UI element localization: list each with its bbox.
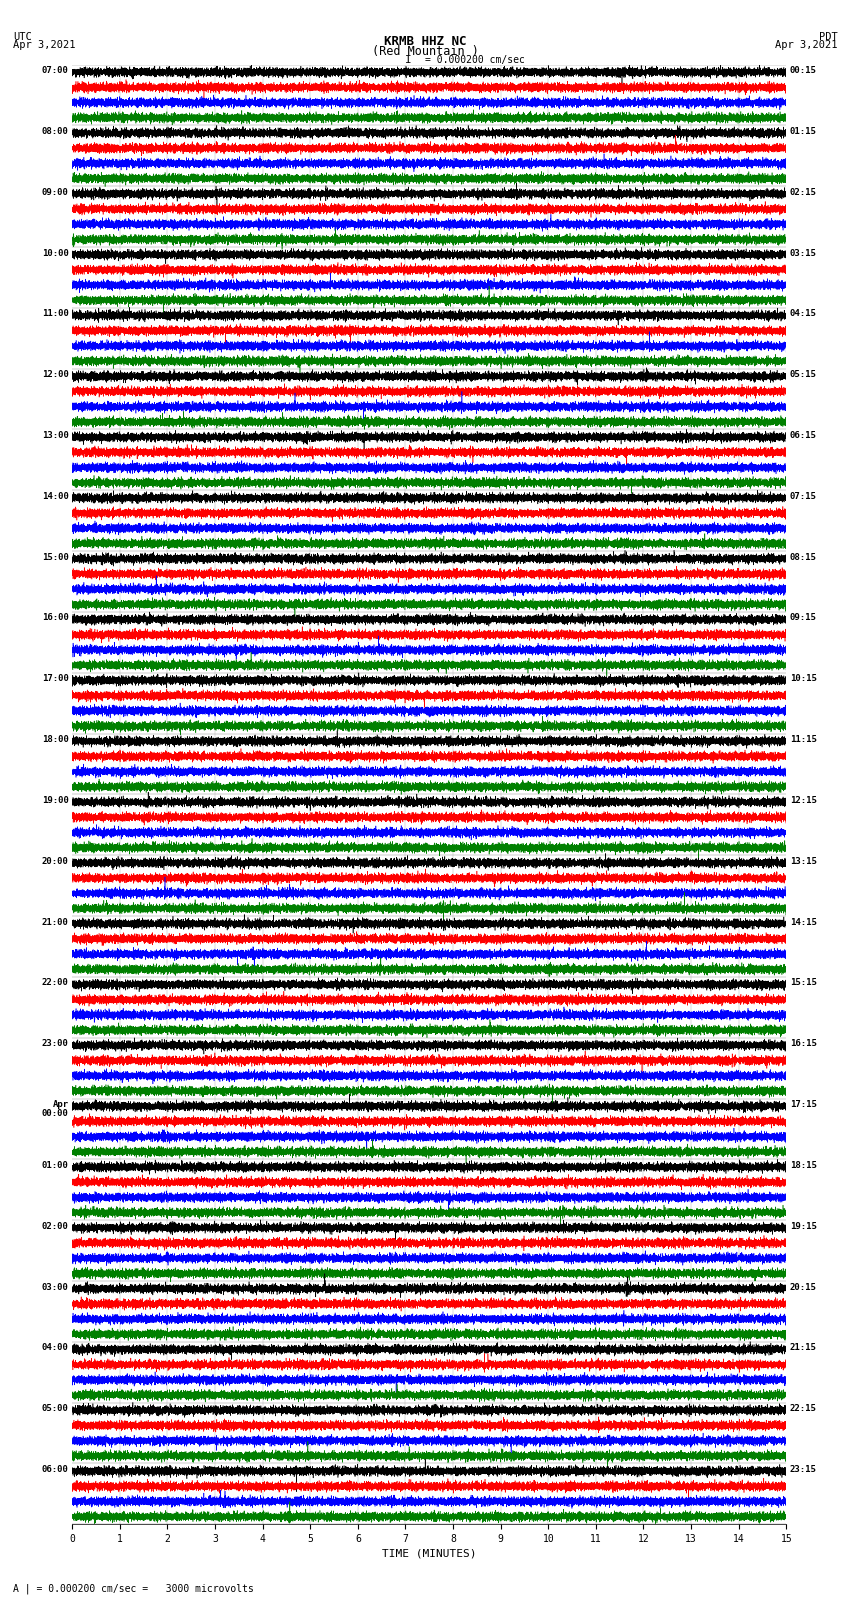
Text: 04:15: 04:15 <box>790 310 817 318</box>
Text: 07:00: 07:00 <box>42 66 69 76</box>
Text: 01:15: 01:15 <box>790 127 817 135</box>
Text: 19:15: 19:15 <box>790 1221 817 1231</box>
Text: 19:00: 19:00 <box>42 795 69 805</box>
Text: 20:00: 20:00 <box>42 857 69 866</box>
Text: 08:00: 08:00 <box>42 127 69 135</box>
Text: 10:15: 10:15 <box>790 674 817 684</box>
Text: 22:15: 22:15 <box>790 1405 817 1413</box>
Text: 23:15: 23:15 <box>790 1465 817 1474</box>
Text: 16:15: 16:15 <box>790 1039 817 1048</box>
Text: A | = 0.000200 cm/sec =   3000 microvolts: A | = 0.000200 cm/sec = 3000 microvolts <box>13 1582 253 1594</box>
Text: 14:15: 14:15 <box>790 918 817 926</box>
Text: I: I <box>405 55 411 65</box>
Text: 18:15: 18:15 <box>790 1161 817 1169</box>
Text: 09:15: 09:15 <box>790 613 817 623</box>
Text: 09:00: 09:00 <box>42 187 69 197</box>
Text: 10:00: 10:00 <box>42 248 69 258</box>
Text: Apr 3,2021: Apr 3,2021 <box>774 40 837 50</box>
Text: 16:00: 16:00 <box>42 613 69 623</box>
Text: 04:00: 04:00 <box>42 1344 69 1352</box>
Text: = 0.000200 cm/sec: = 0.000200 cm/sec <box>425 55 524 65</box>
Text: Apr 3,2021: Apr 3,2021 <box>13 40 76 50</box>
Text: 05:15: 05:15 <box>790 369 817 379</box>
Text: Apr: Apr <box>53 1100 69 1110</box>
Text: KRMB HHZ NC: KRMB HHZ NC <box>383 35 467 48</box>
Text: 00:00: 00:00 <box>42 1108 69 1118</box>
Text: 08:15: 08:15 <box>790 553 817 561</box>
Text: 06:00: 06:00 <box>42 1465 69 1474</box>
Text: 11:00: 11:00 <box>42 310 69 318</box>
Text: 05:00: 05:00 <box>42 1405 69 1413</box>
Text: 06:15: 06:15 <box>790 431 817 440</box>
X-axis label: TIME (MINUTES): TIME (MINUTES) <box>382 1548 477 1558</box>
Text: (Red Mountain ): (Red Mountain ) <box>371 45 479 58</box>
Text: 18:00: 18:00 <box>42 736 69 744</box>
Text: 13:15: 13:15 <box>790 857 817 866</box>
Text: 07:15: 07:15 <box>790 492 817 500</box>
Text: 14:00: 14:00 <box>42 492 69 500</box>
Text: 13:00: 13:00 <box>42 431 69 440</box>
Text: 17:15: 17:15 <box>790 1100 817 1110</box>
Text: 17:00: 17:00 <box>42 674 69 684</box>
Text: 15:00: 15:00 <box>42 553 69 561</box>
Text: 00:15: 00:15 <box>790 66 817 76</box>
Text: 12:00: 12:00 <box>42 369 69 379</box>
Text: 03:15: 03:15 <box>790 248 817 258</box>
Text: PDT: PDT <box>819 32 837 42</box>
Text: 23:00: 23:00 <box>42 1039 69 1048</box>
Text: 01:00: 01:00 <box>42 1161 69 1169</box>
Text: 03:00: 03:00 <box>42 1282 69 1292</box>
Text: UTC: UTC <box>13 32 31 42</box>
Text: 21:00: 21:00 <box>42 918 69 926</box>
Text: 15:15: 15:15 <box>790 979 817 987</box>
Text: 02:15: 02:15 <box>790 187 817 197</box>
Text: 02:00: 02:00 <box>42 1221 69 1231</box>
Text: 21:15: 21:15 <box>790 1344 817 1352</box>
Text: 12:15: 12:15 <box>790 795 817 805</box>
Text: 22:00: 22:00 <box>42 979 69 987</box>
Text: 20:15: 20:15 <box>790 1282 817 1292</box>
Text: 11:15: 11:15 <box>790 736 817 744</box>
